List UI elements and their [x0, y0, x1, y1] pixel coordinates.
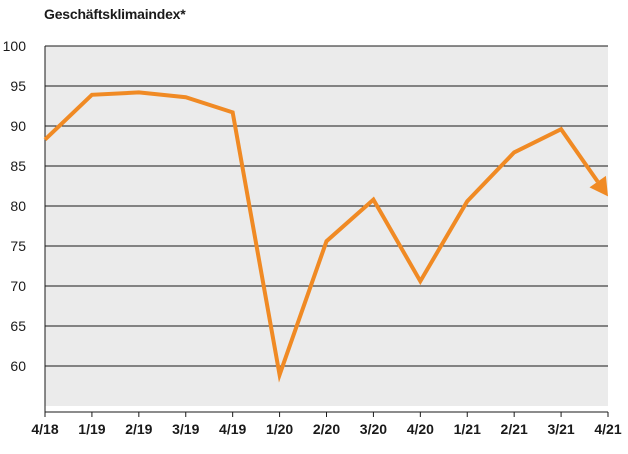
series-arrowhead [589, 175, 608, 197]
x-tick-label: 4/18 [31, 421, 58, 437]
x-tick-label: 2/19 [125, 421, 152, 437]
x-axis: 4/18 1/19 2/19 3/19 4/19 1/20 2/20 3/20 4/20 1/21… [31, 412, 622, 437]
series-group [43, 90, 609, 383]
plot-background [45, 46, 608, 406]
x-tick-label: 4/20 [407, 421, 434, 437]
y-tick-label: 85 [10, 158, 26, 174]
x-tick-label: 4/19 [219, 421, 246, 437]
x-tick-label: 2/20 [313, 421, 340, 437]
y-tick-label: 70 [10, 278, 26, 294]
y-tick-label: 95 [10, 78, 26, 94]
y-tick-label: 80 [10, 198, 26, 214]
x-tick-label: 1/20 [266, 421, 293, 437]
y-tick-label: 65 [10, 318, 26, 334]
x-tick-label: 3/21 [547, 421, 574, 437]
y-tick-label: 100 [3, 38, 27, 54]
y-axis: 60 65 70 75 80 85 90 95 100 [3, 38, 608, 413]
x-tick-label: 3/19 [172, 421, 199, 437]
x-tick-label: 2/21 [501, 421, 528, 437]
x-tick-label: 4/21 [594, 421, 621, 437]
y-tick-label: 90 [10, 118, 26, 134]
chart-title: Geschäftsklimaindex* [44, 6, 186, 22]
y-tick-label: 60 [10, 358, 26, 374]
x-tick-label: 3/20 [360, 421, 387, 437]
x-tick-label: 1/21 [454, 421, 481, 437]
y-tick-label: 75 [10, 238, 26, 254]
x-tick-label: 1/19 [78, 421, 105, 437]
